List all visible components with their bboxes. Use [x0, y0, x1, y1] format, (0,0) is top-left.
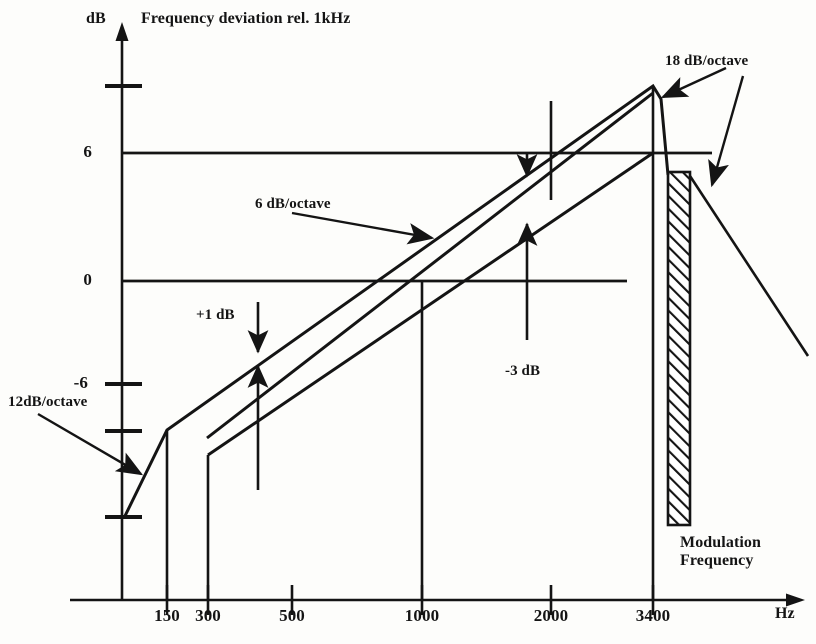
curve-nominal	[206, 91, 654, 440]
x-tick-label-1000: 1000	[404, 606, 440, 625]
leader-18db-octave-band	[708, 75, 745, 188]
curve-upper-tolerance	[122, 83, 670, 519]
leader-modulation-frequency	[688, 175, 810, 357]
y-tick-marks	[105, 84, 142, 519]
y-tick-label-6: 6	[83, 142, 92, 161]
y-tick-label-0: 0	[83, 270, 92, 289]
chart-title: Frequency deviation rel. 1kHz	[141, 10, 351, 27]
x-axis	[70, 593, 805, 607]
x-axis-arrowhead	[786, 593, 805, 607]
y-axis	[115, 22, 129, 600]
x-tick-label-500: 500	[279, 606, 305, 625]
x-tick-label-2000: 2000	[533, 606, 569, 625]
annotation-plus-1db: +1 dB	[196, 307, 235, 323]
curve-lower-tolerance	[207, 151, 654, 457]
x-tick-label-3400: 3400	[635, 606, 671, 625]
x-tick-label-300: 300	[195, 606, 221, 625]
leader-6db-octave	[291, 211, 435, 245]
annotation-18db-octave: 18 dB/octave	[665, 53, 749, 69]
annotation-modulation-frequency: Modulation Frequency	[680, 534, 762, 569]
y-tick-label-neg6: -6	[73, 373, 88, 392]
y-axis-arrowhead	[115, 22, 129, 41]
leader-12db-octave	[37, 412, 144, 476]
y-axis-unit-label: dB	[86, 10, 106, 27]
vertical-drop-lines	[165, 86, 655, 600]
annotation-minus-3db: -3 dB	[505, 363, 541, 379]
leader-18db-octave-peak	[660, 66, 727, 99]
modulation-frequency-band	[666, 170, 692, 527]
annotation-6db-octave: 6 dB/octave	[255, 196, 331, 212]
x-tick-label-150: 150	[154, 606, 180, 625]
x-axis-unit-label: Hz	[775, 605, 795, 622]
annotation-12db-octave: 12dB/octave	[8, 394, 88, 410]
